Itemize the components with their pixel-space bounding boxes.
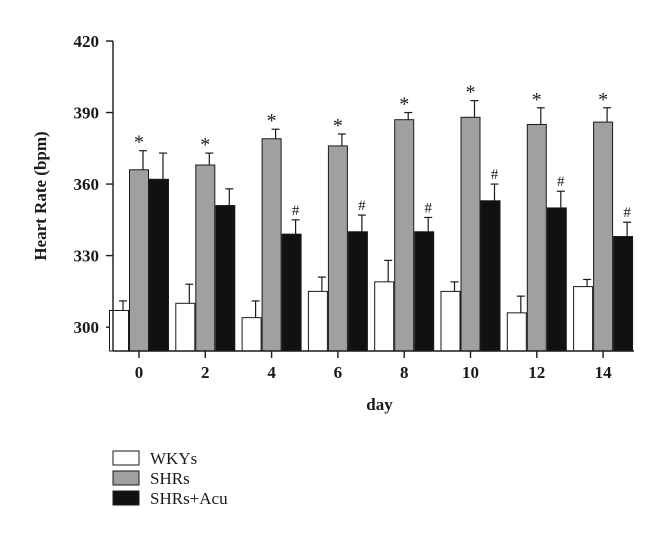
significance-marker-hash: # (358, 198, 366, 214)
bar (261, 138, 282, 352)
x-tick-label: 2 (201, 363, 210, 382)
bar (394, 119, 415, 352)
y-tick-label: 390 (74, 104, 100, 123)
error-bar (271, 128, 280, 139)
y-tick-label: 330 (74, 247, 100, 266)
significance-marker-star: * (134, 132, 144, 154)
error-bar (623, 221, 632, 237)
x-tick-label: 8 (400, 363, 409, 382)
legend-swatch (112, 490, 140, 506)
significance-marker-hash: # (557, 174, 565, 190)
error-bar (404, 111, 413, 120)
x-tick-label: 0 (135, 363, 144, 382)
error-bar (291, 219, 300, 235)
bar (506, 312, 527, 352)
error-bar (450, 281, 459, 292)
significance-marker-star: * (399, 94, 409, 116)
error-bar (384, 259, 393, 282)
error-bar (470, 100, 479, 118)
bar (573, 286, 594, 352)
legend-label: SHRs (150, 469, 190, 488)
x-tick-label: 10 (462, 363, 479, 382)
bar (414, 231, 435, 352)
significance-marker-hash: # (623, 205, 631, 221)
significance-marker-star: * (267, 110, 277, 132)
y-tick-label: 420 (74, 32, 100, 51)
error-bar (556, 190, 565, 208)
bar (374, 281, 395, 352)
x-axis-title: day (366, 395, 393, 414)
error-bar (357, 214, 366, 232)
error-bar (516, 295, 525, 313)
error-bar (225, 188, 234, 206)
bar (327, 145, 348, 352)
x-tick-label: 6 (334, 363, 343, 382)
error-bar (139, 150, 147, 170)
bar (195, 164, 216, 352)
y-axis-title: Heart Rate (bpm) (31, 131, 50, 260)
error-bar (536, 107, 545, 125)
bar (241, 317, 262, 352)
error-bar (317, 276, 326, 292)
bar (129, 169, 149, 352)
significance-marker-star: * (200, 134, 210, 156)
bar (281, 233, 302, 352)
bar (215, 205, 236, 352)
error-bar (490, 183, 499, 201)
x-axis-ticks: 0 2 4 6 8 10 12 14 (135, 351, 612, 382)
error-bar (159, 152, 167, 180)
significance-marker-hash: # (424, 200, 432, 216)
error-bar (205, 152, 214, 165)
significance-marker-star: * (532, 89, 542, 111)
y-tick-label: 300 (74, 318, 100, 337)
bar (546, 207, 567, 352)
x-tick-label: 14 (595, 363, 613, 382)
bar (460, 116, 481, 352)
significance-marker-star: * (333, 115, 343, 137)
bar (149, 178, 169, 352)
x-tick-label: 12 (528, 363, 545, 382)
error-bar (603, 107, 612, 123)
error-bar (185, 283, 194, 304)
bar (593, 121, 614, 352)
bar (613, 236, 634, 352)
significance-marker-star: * (466, 82, 476, 104)
x-tick-label: 4 (267, 363, 276, 382)
bar (175, 302, 196, 352)
significance-marker-star: * (598, 89, 608, 111)
bar (440, 290, 461, 352)
legend-label: SHRs+Acu (150, 489, 228, 508)
bar (307, 290, 328, 352)
significance-marker-hash: # (292, 203, 300, 219)
bars-layer: * * * # * # * # * # * # * # (109, 82, 634, 352)
bar (526, 123, 547, 352)
legend-swatch (112, 450, 140, 466)
bar (480, 200, 501, 352)
legend-swatch (112, 470, 140, 486)
error-bar (424, 216, 433, 232)
significance-marker-hash: # (491, 167, 499, 183)
error-bar (583, 278, 592, 287)
error-bar (251, 300, 260, 318)
error-bar (337, 133, 346, 146)
error-bar (119, 300, 127, 311)
bar (347, 231, 368, 352)
y-tick-label: 360 (74, 175, 100, 194)
y-axis-ticks: 300 330 360 390 420 (74, 32, 113, 337)
legend-label: WKYs (150, 449, 197, 468)
